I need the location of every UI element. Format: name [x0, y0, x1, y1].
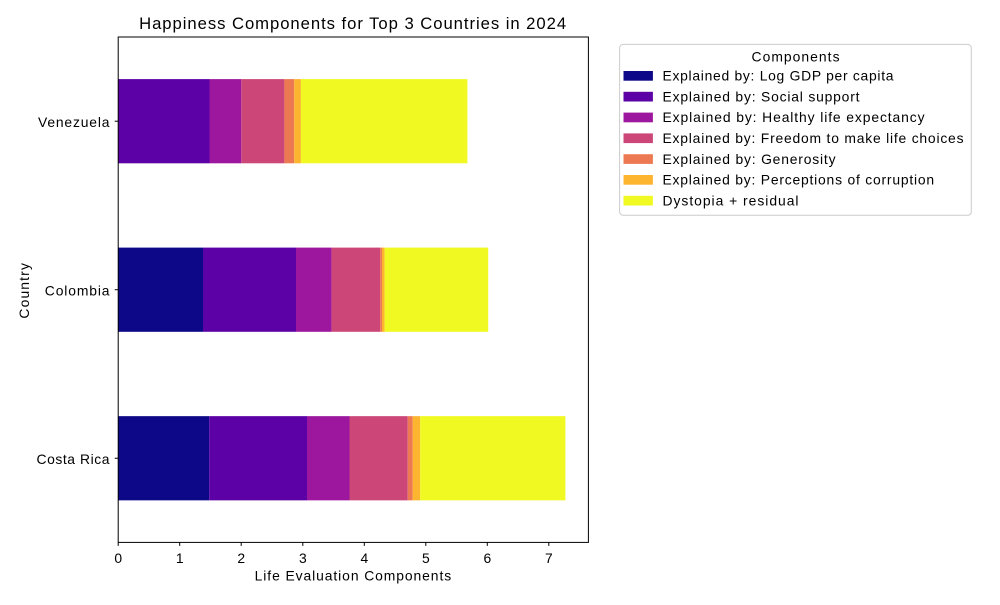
svg-text:0: 0 — [114, 550, 122, 566]
svg-text:Explained by: Log GDP per capi: Explained by: Log GDP per capita — [663, 68, 894, 84]
svg-text:Costa Rica: Costa Rica — [37, 451, 110, 467]
svg-text:6: 6 — [483, 550, 491, 566]
svg-text:Explained by: Freedom to make: Explained by: Freedom to make life choic… — [663, 130, 964, 146]
svg-text:Happiness Components for Top 3: Happiness Components for Top 3 Countries… — [139, 14, 566, 33]
svg-text:Colombia: Colombia — [45, 282, 110, 298]
svg-text:Explained by: Perceptions of c: Explained by: Perceptions of corruption — [663, 172, 935, 188]
svg-text:Explained by: Healthy life exp: Explained by: Healthy life expectancy — [663, 109, 925, 125]
svg-text:3: 3 — [299, 550, 307, 566]
svg-text:5: 5 — [422, 550, 430, 566]
svg-text:7: 7 — [545, 550, 553, 566]
svg-text:Dystopia + residual: Dystopia + residual — [663, 192, 799, 208]
svg-text:Explained by: Social support: Explained by: Social support — [663, 88, 860, 104]
svg-text:4: 4 — [360, 550, 368, 566]
svg-text:Explained by: Generosity: Explained by: Generosity — [663, 151, 836, 167]
svg-text:Components: Components — [752, 48, 840, 64]
svg-text:1: 1 — [176, 550, 184, 566]
svg-text:2: 2 — [237, 550, 245, 566]
svg-text:Life Evaluation Components: Life Evaluation Components — [255, 568, 452, 584]
svg-text:Venezuela: Venezuela — [38, 114, 110, 130]
